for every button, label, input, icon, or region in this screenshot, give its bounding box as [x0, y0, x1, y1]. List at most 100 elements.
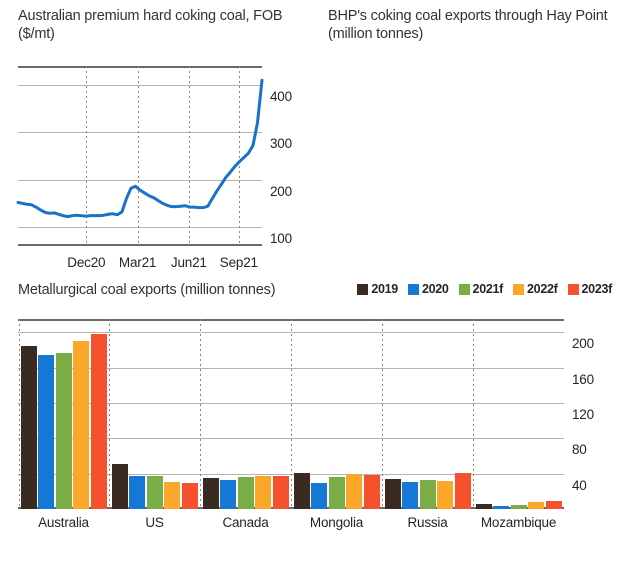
line-chart-plot: 100 200 300 400 Dec20 Mar21 Jun21 Sep21	[16, 66, 292, 270]
bar-Russia-2019	[384, 478, 401, 509]
bar-group-bars-Russia	[382, 319, 473, 509]
vgrid-line-Mar21	[137, 66, 139, 246]
legend-swatch-2021f	[458, 283, 470, 295]
y-tick-met-40: 40	[572, 477, 587, 493]
bar-Mozambique-2022f	[528, 501, 544, 509]
y-tick-met-200: 200	[572, 336, 594, 352]
bar-group-US	[109, 319, 200, 509]
bar-US-2020	[129, 476, 145, 509]
met-chart-title: Metallurgical coal exports (million tonn…	[18, 282, 276, 298]
bar-Australia-2021f	[55, 353, 72, 509]
x-tick-line-Mar21: Mar21	[118, 255, 157, 270]
bar-group-Russia	[382, 319, 473, 509]
bar-Australia-2020	[38, 355, 54, 509]
axis-bottom-line	[18, 244, 262, 246]
bar-Canada-2022f	[255, 476, 271, 509]
bar-Russia-2020	[402, 481, 418, 509]
met-chart-legend: 2019 2020 2021f 2022f 2023f	[357, 282, 612, 296]
vgrid-met-start	[19, 319, 20, 509]
bar-Mongolia-2020	[311, 482, 327, 509]
bar-Mongolia-2023f	[363, 474, 380, 509]
y-tick-met-160: 160	[572, 371, 594, 387]
bar-group-bars-Canada	[200, 319, 291, 509]
bar-Russia-2021f	[419, 479, 436, 509]
bar-US-2021f	[146, 476, 163, 509]
gridline-line-300	[18, 132, 262, 134]
bar-Canada-2019	[202, 478, 219, 509]
legend-label-2021f: 2021f	[472, 282, 504, 296]
gridline-line-400	[18, 84, 262, 86]
legend-swatch-2020	[407, 283, 419, 295]
panel-met-coal-exports: Metallurgical coal exports (million tonn…	[0, 272, 620, 566]
bar-Mongolia-2022f	[346, 473, 362, 509]
legend-item-2019: 2019	[357, 282, 398, 296]
panel-bhp-exports: BHP's coking coal exports through Hay Po…	[310, 0, 620, 272]
bar-Canada-2021f	[237, 477, 254, 509]
y-tick-line-400: 400	[270, 88, 292, 104]
legend-label-2020: 2020	[421, 282, 449, 296]
legend-item-2023f: 2023f	[567, 282, 613, 296]
gridline-line-200	[18, 179, 262, 181]
x-tick-met-US: US	[145, 515, 164, 530]
legend-item-2022f: 2022f	[513, 282, 558, 296]
legend-item-2021f: 2021f	[458, 282, 504, 296]
bar-US-2023f	[181, 483, 198, 509]
bar-group-bars-Australia	[18, 319, 109, 509]
y-tick-line-100: 100	[270, 231, 292, 247]
vgrid-met-US	[109, 319, 110, 509]
x-tick-met-Mongolia: Mongolia	[309, 515, 364, 530]
bar-Russia-2022f	[437, 480, 453, 509]
legend-label-2023f: 2023f	[581, 282, 613, 296]
bar-Australia-2023f	[90, 334, 107, 509]
x-tick-met-Canada: Canada	[222, 515, 269, 530]
x-tick-line-Sep21: Sep21	[219, 255, 258, 270]
legend-label-2022f: 2022f	[527, 282, 558, 296]
legend-item-2020: 2020	[407, 282, 449, 296]
top-charts-row: Australian premium hard coking coal, FOB…	[0, 0, 620, 272]
x-tick-met-Russia: Russia	[407, 515, 448, 530]
legend-swatch-2022f	[513, 283, 525, 295]
line-chart-title: Australian premium hard coking coal, FOB…	[18, 8, 283, 42]
legend-swatch-2023f	[567, 283, 579, 295]
bar-Canada-2020	[220, 479, 236, 509]
bar-Mozambique-2021f	[510, 504, 527, 509]
y-tick-met-80: 80	[572, 442, 587, 458]
bar-group-Canada	[200, 319, 291, 509]
legend-label-2019: 2019	[371, 282, 398, 296]
bar-US-2022f	[164, 481, 180, 509]
gridline-line-100	[18, 227, 262, 229]
x-tick-met-Australia: Australia	[38, 515, 89, 530]
bar-group-bars-Mongolia	[291, 319, 382, 509]
bar-group-Australia	[18, 319, 109, 509]
bar-Mozambique-2023f	[545, 501, 562, 509]
y-tick-line-200: 200	[270, 183, 292, 199]
bar-Mongolia-2019	[293, 472, 310, 509]
vgrid-met-Russia	[382, 319, 383, 509]
panel-coking-coal-price: Australian premium hard coking coal, FOB…	[0, 0, 310, 272]
bar-group-Mongolia	[291, 319, 382, 509]
x-tick-line-Jun21: Jun21	[170, 255, 207, 270]
vgrid-met-Canada	[200, 319, 201, 509]
vgrid-met-Mozambique	[473, 319, 474, 509]
vgrid-line-Sep21	[238, 66, 240, 246]
x-tick-line-Dec20: Dec20	[67, 255, 106, 270]
bar-Mozambique-2020	[493, 506, 509, 509]
y-tick-met-120: 120	[572, 406, 594, 422]
y-tick-line-300: 300	[270, 136, 292, 152]
vgrid-line-Dec20	[86, 66, 88, 246]
vgrid-met-Mongolia	[291, 319, 292, 509]
bar-Mozambique-2019	[475, 503, 492, 509]
bar-Canada-2023f	[272, 476, 289, 509]
bar-Australia-2019	[20, 345, 37, 509]
axis-top-line	[18, 66, 262, 68]
bar-group-Mozambique	[473, 319, 564, 509]
bar-Australia-2022f	[73, 341, 89, 509]
bar-US-2019	[111, 463, 128, 509]
vgrid-line-Jun21	[188, 66, 190, 246]
legend-swatch-2019	[357, 283, 369, 295]
bar-group-bars-Mozambique	[473, 319, 564, 509]
bhp-chart-title: BHP's coking coal exports through Hay Po…	[328, 8, 608, 42]
bar-Russia-2023f	[454, 472, 471, 509]
bar-group-bars-US	[109, 319, 200, 509]
